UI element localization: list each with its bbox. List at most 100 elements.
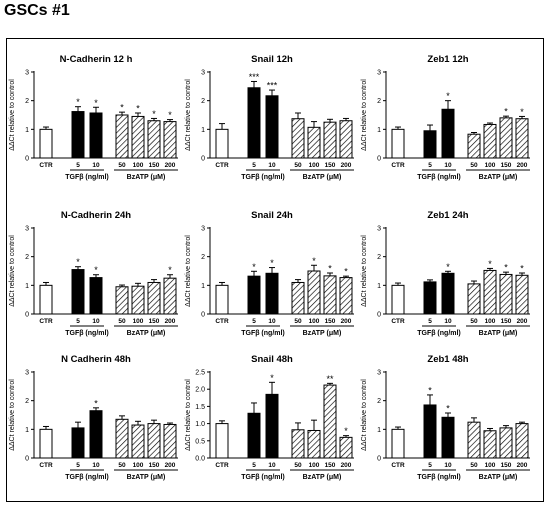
y-axis-label: ΔΔCt relative to control [361, 79, 368, 151]
y-axis-label: ΔΔCt relative to control [361, 379, 368, 451]
bar [163, 121, 177, 159]
y-tick-label: 3 [25, 70, 29, 77]
y-tick-label: 2.5 [195, 370, 205, 377]
significance-marker: ** [326, 374, 334, 384]
bar [339, 277, 353, 315]
x-tick-label: 5 [428, 162, 432, 169]
bar [39, 284, 53, 315]
bar [215, 284, 229, 315]
significance-marker: * [94, 398, 98, 408]
y-tick-label: 2 [377, 98, 381, 105]
group-title-tgfb: TGFβ (ng/ml) [417, 474, 461, 481]
bar [115, 286, 129, 315]
x-tick-label: 100 [309, 162, 320, 169]
chart-title: Snail 24h [251, 210, 293, 221]
y-tick-label: 1.5 [195, 404, 205, 411]
bar [265, 272, 279, 315]
bar [441, 108, 455, 159]
bar [515, 118, 529, 159]
x-tick-label-ctr: CTR [39, 318, 53, 325]
bar [307, 270, 321, 315]
y-tick-label: 0 [25, 156, 29, 163]
y-tick-label: 2 [25, 254, 29, 261]
x-tick-label-ctr: CTR [391, 462, 405, 469]
y-tick-label: 0 [377, 156, 381, 163]
x-tick-label-ctr: CTR [215, 462, 229, 469]
x-tick-label: 150 [501, 318, 512, 325]
group-title-bzatp: BzATP (μM) [479, 474, 518, 481]
significance-marker: * [94, 98, 98, 108]
y-axis-label: ΔΔCt relative to control [9, 79, 16, 151]
bar [307, 429, 321, 459]
x-tick-label: 100 [133, 162, 144, 169]
bar [247, 87, 261, 159]
y-tick-label: 0 [201, 156, 205, 163]
x-tick-label: 100 [309, 318, 320, 325]
y-tick-label: 2 [201, 98, 205, 105]
bar [467, 283, 481, 315]
x-tick-label: 10 [268, 318, 276, 325]
x-tick-label: 10 [444, 162, 452, 169]
chart-title: N-Cadherin 12 h [60, 54, 133, 65]
x-tick-label: 5 [428, 462, 432, 469]
group-title-tgfb: TGFβ (ng/ml) [241, 174, 285, 181]
y-tick-label: 1 [377, 283, 381, 290]
bar [215, 128, 229, 159]
bar [71, 427, 85, 459]
x-tick-label-ctr: CTR [39, 162, 53, 169]
x-tick-label: 200 [517, 318, 528, 325]
x-tick-label-ctr: CTR [39, 462, 53, 469]
significance-marker: * [168, 265, 172, 275]
y-tick-label: 2 [25, 98, 29, 105]
chart-title: Zeb1 12h [427, 54, 468, 65]
y-tick-label: 1 [201, 127, 205, 134]
y-axis-label: ΔΔCt relative to control [9, 235, 16, 307]
bar [441, 272, 455, 315]
significance-marker: * [94, 265, 98, 275]
x-tick-label: 200 [517, 462, 528, 469]
bar [215, 423, 229, 459]
y-tick-label: 3 [377, 370, 381, 377]
x-tick-label: 100 [485, 162, 496, 169]
significance-marker: * [312, 256, 316, 266]
bar [323, 121, 337, 159]
bar [247, 275, 261, 315]
bar [71, 111, 85, 159]
x-tick-label: 10 [444, 462, 452, 469]
group-title-bzatp: BzATP (μM) [479, 174, 518, 181]
x-tick-label: 100 [309, 462, 320, 469]
figure-title: GSCs #1 [4, 2, 70, 19]
x-tick-label: 150 [325, 162, 336, 169]
y-tick-label: 0 [377, 456, 381, 463]
bar [391, 128, 405, 159]
bar [291, 281, 305, 315]
bar [499, 427, 513, 459]
significance-marker: * [520, 264, 524, 274]
significance-marker: * [328, 264, 332, 274]
significance-marker: * [504, 107, 508, 117]
bar [423, 130, 437, 159]
x-tick-label: 5 [252, 318, 256, 325]
y-tick-label: 1 [25, 427, 29, 434]
figure-frame [6, 38, 544, 502]
bar [467, 133, 481, 159]
group-title-tgfb: TGFβ (ng/ml) [65, 474, 109, 481]
bar [339, 436, 353, 459]
x-tick-label: 100 [485, 462, 496, 469]
y-tick-label: 3 [201, 70, 205, 77]
x-tick-label: 50 [470, 462, 478, 469]
chart-title: Zeb1 24h [427, 210, 468, 221]
y-tick-label: 2 [25, 398, 29, 405]
y-tick-label: 1 [25, 283, 29, 290]
x-tick-label: 5 [76, 318, 80, 325]
bar [115, 418, 129, 459]
x-tick-label: 150 [149, 318, 160, 325]
x-tick-label: 5 [76, 462, 80, 469]
x-tick-label: 5 [252, 462, 256, 469]
significance-marker: * [168, 110, 172, 120]
bar [265, 393, 279, 459]
bar [291, 118, 305, 159]
x-tick-label: 50 [118, 162, 126, 169]
group-title-bzatp: BzATP (μM) [127, 474, 166, 481]
y-tick-label: 0 [377, 312, 381, 319]
